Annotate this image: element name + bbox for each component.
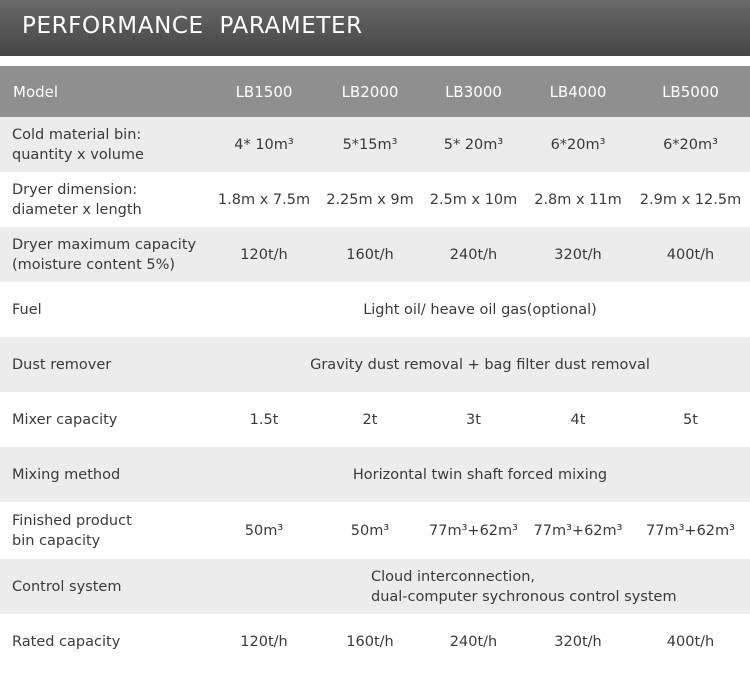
table-row: Dust remover Gravity dust removal + bag … xyxy=(0,337,750,392)
table-cell: 4t xyxy=(525,392,631,447)
row-label-line: diameter x length xyxy=(12,201,142,218)
table-cell: 2.25m x 9m xyxy=(318,172,422,227)
row-label-line: (moisture content 5%) xyxy=(12,256,176,273)
table-cell: 240t/h xyxy=(422,614,525,669)
table-row: Finished product bin capacity 50m³ 50m³ … xyxy=(0,502,750,559)
row-label: Mixing method xyxy=(0,447,210,502)
table-row: Dryer dimension: diameter x length 1.8m … xyxy=(0,172,750,227)
title-banner: PERFORMANCE PARAMETER xyxy=(0,0,750,56)
merged-cell-line: Cloud interconnection, xyxy=(371,568,535,585)
header-cell-lb2000: LB2000 xyxy=(318,66,422,117)
header-cell-lb3000: LB3000 xyxy=(422,66,525,117)
table-cell: 240t/h xyxy=(422,227,525,282)
table-cell: 160t/h xyxy=(318,614,422,669)
table-row: Mixer capacity 1.5t 2t 3t 4t 5t xyxy=(0,392,750,447)
merged-cell: Horizontal twin shaft forced mixing xyxy=(210,447,750,502)
table-cell: 2.8m x 11m xyxy=(525,172,631,227)
header-cell-model: Model xyxy=(0,66,210,117)
table-cell: 120t/h xyxy=(210,227,318,282)
table-row: Control system Cloud interconnection, du… xyxy=(0,559,750,614)
page-title: PERFORMANCE PARAMETER xyxy=(22,13,363,39)
table-cell: 5*15m³ xyxy=(318,117,422,172)
table-cell: 4* 10m³ xyxy=(210,117,318,172)
row-label: Cold material bin: quantity x volume xyxy=(0,117,210,172)
header-cell-lb4000: LB4000 xyxy=(525,66,631,117)
row-label: Control system xyxy=(0,559,210,614)
table-cell: 2t xyxy=(318,392,422,447)
table-cell: 50m³ xyxy=(318,502,422,559)
table-cell: 3t xyxy=(422,392,525,447)
table-cell: 320t/h xyxy=(525,614,631,669)
row-label: Fuel xyxy=(0,282,210,337)
table-row: Dryer maximum capacity (moisture content… xyxy=(0,227,750,282)
table-cell: 400t/h xyxy=(631,227,750,282)
merged-cell: Cloud interconnection, dual-computer syc… xyxy=(210,559,750,614)
header-cell-lb1500: LB1500 xyxy=(210,66,318,117)
table-cell: 5t xyxy=(631,392,750,447)
table-cell: 50m³ xyxy=(210,502,318,559)
table-cell: 1.5t xyxy=(210,392,318,447)
table-cell: 1.8m x 7.5m xyxy=(210,172,318,227)
header-cell-lb5000: LB5000 xyxy=(631,66,750,117)
row-label-line: Dryer maximum capacity xyxy=(12,236,197,253)
table-row: Rated capacity 120t/h 160t/h 240t/h 320t… xyxy=(0,614,750,669)
merged-cell: Light oil/ heave oil gas(optional) xyxy=(210,282,750,337)
table-cell: 160t/h xyxy=(318,227,422,282)
table-cell: 120t/h xyxy=(210,614,318,669)
table-cell: 400t/h xyxy=(631,614,750,669)
table-header-row: Model LB1500 LB2000 LB3000 LB4000 LB5000 xyxy=(0,66,750,117)
row-label-line: Finished product xyxy=(12,512,132,529)
row-label: Rated capacity xyxy=(0,614,210,669)
table-cell: 5* 20m³ xyxy=(422,117,525,172)
row-label: Mixer capacity xyxy=(0,392,210,447)
table-cell: 320t/h xyxy=(525,227,631,282)
row-label-line: bin capacity xyxy=(12,532,101,549)
performance-parameter-table: Model LB1500 LB2000 LB3000 LB4000 LB5000… xyxy=(0,66,750,669)
row-label: Dryer maximum capacity (moisture content… xyxy=(0,227,210,282)
table-row: Fuel Light oil/ heave oil gas(optional) xyxy=(0,282,750,337)
table-cell: 77m³+62m³ xyxy=(525,502,631,559)
row-label-line: Cold material bin: xyxy=(12,126,142,143)
row-label: Finished product bin capacity xyxy=(0,502,210,559)
row-label: Dust remover xyxy=(0,337,210,392)
table-cell: 77m³+62m³ xyxy=(631,502,750,559)
row-label: Dryer dimension: diameter x length xyxy=(0,172,210,227)
merged-cell: Gravity dust removal + bag filter dust r… xyxy=(210,337,750,392)
table-row: Cold material bin: quantity x volume 4* … xyxy=(0,117,750,172)
merged-cell-line: dual-computer sychronous control system xyxy=(371,588,677,605)
table-cell: 6*20m³ xyxy=(631,117,750,172)
table-cell: 6*20m³ xyxy=(525,117,631,172)
row-label-line: Dryer dimension: xyxy=(12,181,138,198)
table-row: Mixing method Horizontal twin shaft forc… xyxy=(0,447,750,502)
row-label-line: quantity x volume xyxy=(12,146,144,163)
table-cell: 2.5m x 10m xyxy=(422,172,525,227)
table-cell: 2.9m x 12.5m xyxy=(631,172,750,227)
table-cell: 77m³+62m³ xyxy=(422,502,525,559)
